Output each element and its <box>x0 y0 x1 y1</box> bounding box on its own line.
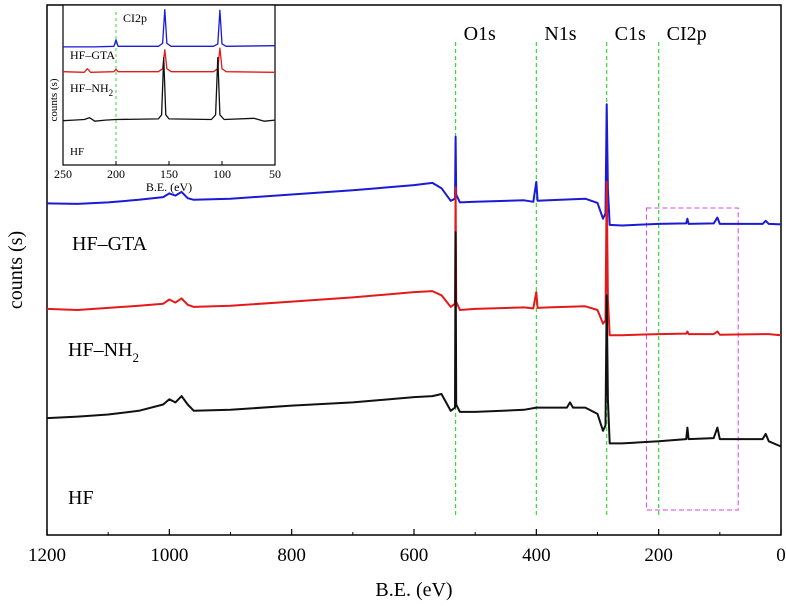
x-tick-label-0: 0 <box>776 545 786 566</box>
x-tick-label-200: 200 <box>644 545 673 566</box>
series-label-hf: HF <box>68 487 94 509</box>
inset-x-tick-label-150: 150 <box>160 167 178 181</box>
series-line-hf <box>46 231 782 448</box>
x-tick-label-1000: 1000 <box>150 545 188 566</box>
inset-x-tick-label-250: 250 <box>54 167 72 181</box>
x-tick-label-400: 400 <box>522 545 551 566</box>
inset-series-label-hf-nh2-main: HF–NH <box>70 81 109 95</box>
inset-guide-label: CI2p <box>123 11 147 25</box>
guide-lines: O1s N1s C1s CI2p <box>454 23 707 518</box>
series-line-hf-gta <box>46 103 782 227</box>
inset-series-label-hf-nh2-sub: 2 <box>109 88 114 98</box>
guide-label-c1s: C1s <box>615 23 646 45</box>
series-label-hf-gta: HF–GTA <box>72 233 148 255</box>
inset-series-line-hf <box>62 56 276 122</box>
inset-chart: 250 200 150 100 50 CI2p HF–GTA HF–NH2 HF cou… <box>48 4 281 194</box>
inset-series-label-hf: HF <box>70 146 84 158</box>
inset-x-tick-label-200: 200 <box>107 167 125 181</box>
guide-label-o1s: O1s <box>464 23 496 45</box>
inset-series-group <box>62 9 276 122</box>
inset-x-tick-label-50: 50 <box>269 167 281 181</box>
inset-series-label-hf-gta: HF–GTA <box>70 48 115 62</box>
x-axis-ticks: 1200 1000 800 600 400 200 0 <box>28 529 786 566</box>
series-label-hf-nh2: HF–NH2 <box>68 339 139 365</box>
highlight-box <box>645 207 739 511</box>
series-label-hf-nh2-main: HF–NH <box>68 339 132 361</box>
inset-x-tick-label-100: 100 <box>213 167 231 181</box>
series-label-hf-nh2-sub: 2 <box>132 350 139 365</box>
x-axis-label: B.E. (eV) <box>375 579 452 601</box>
inset-x-ticks: 250 200 150 100 50 <box>54 161 281 181</box>
inset-x-axis-label: B.E. (eV) <box>146 180 192 194</box>
series-line-hf-nh2 <box>46 180 782 337</box>
x-tick-label-800: 800 <box>277 545 306 566</box>
inset-series-label-hf-nh2: HF–NH2 <box>70 81 113 98</box>
guide-label-n1s: N1s <box>544 23 576 45</box>
x-tick-label-1200: 1200 <box>28 545 66 566</box>
inset-series-line-hf-gta <box>63 9 276 48</box>
guide-label-ci2p: CI2p <box>667 23 707 45</box>
inset-y-axis-label: counts (s) <box>48 78 60 121</box>
x-tick-label-600: 600 <box>400 545 429 566</box>
series-group <box>46 103 782 448</box>
y-axis-label: counts (s) <box>5 231 27 309</box>
